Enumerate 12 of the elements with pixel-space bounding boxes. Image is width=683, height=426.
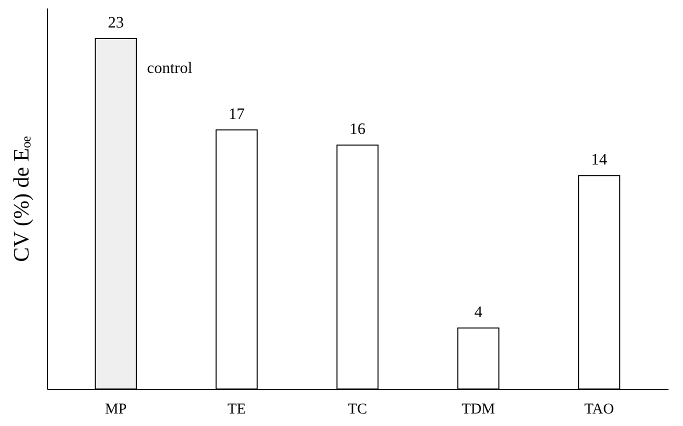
x-tick-label: TAO [584, 402, 614, 418]
data-label: 14 [591, 152, 608, 169]
data-label: 4 [474, 304, 482, 322]
x-tick-label: MP [105, 402, 127, 418]
data-label: 17 [228, 106, 245, 123]
data-label: 16 [350, 121, 366, 138]
data-label: 23 [108, 14, 124, 32]
x-tick-label: TC [348, 402, 368, 418]
y-axis-title: CV (%) de Eₒₑ [8, 136, 34, 262]
x-tick-label: TE [228, 402, 246, 418]
x-tick-label: TDM [462, 402, 495, 418]
annotation: control [147, 60, 193, 77]
